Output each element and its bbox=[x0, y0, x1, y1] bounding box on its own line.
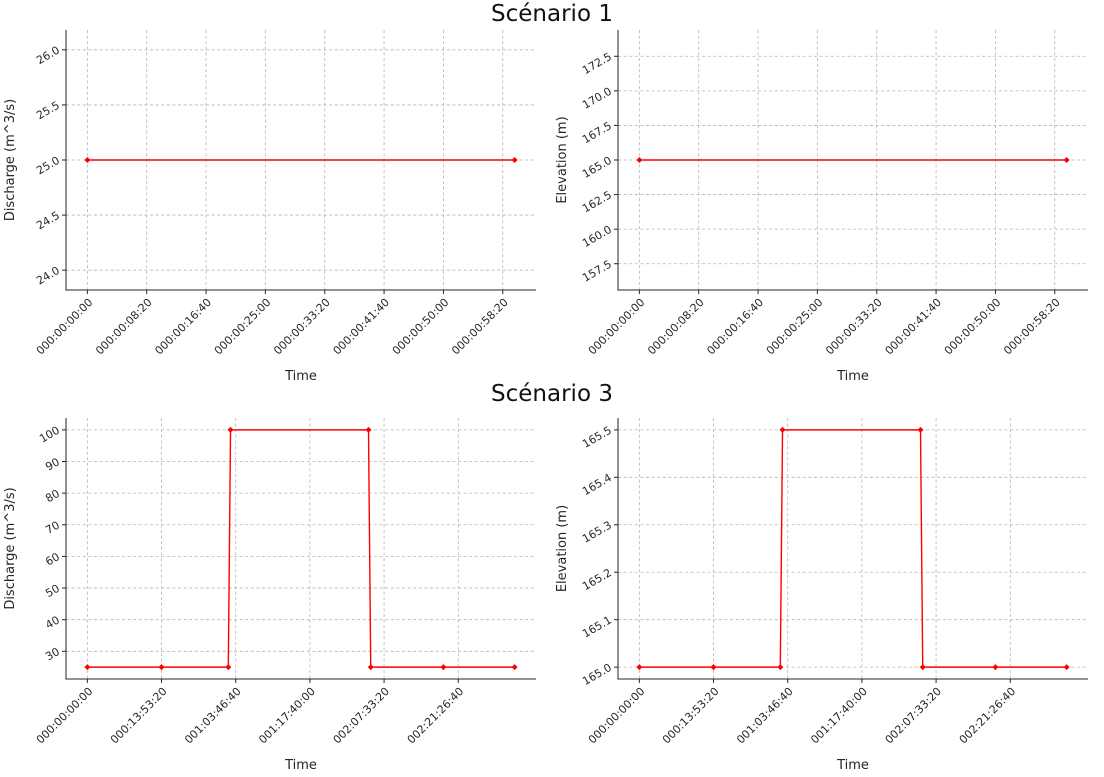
scenario1-elevation-chart bbox=[552, 0, 1104, 388]
scenario1-discharge-chart bbox=[0, 0, 552, 388]
scenario3-discharge-chart bbox=[0, 388, 552, 777]
scenario3-elevation-chart bbox=[552, 388, 1104, 777]
